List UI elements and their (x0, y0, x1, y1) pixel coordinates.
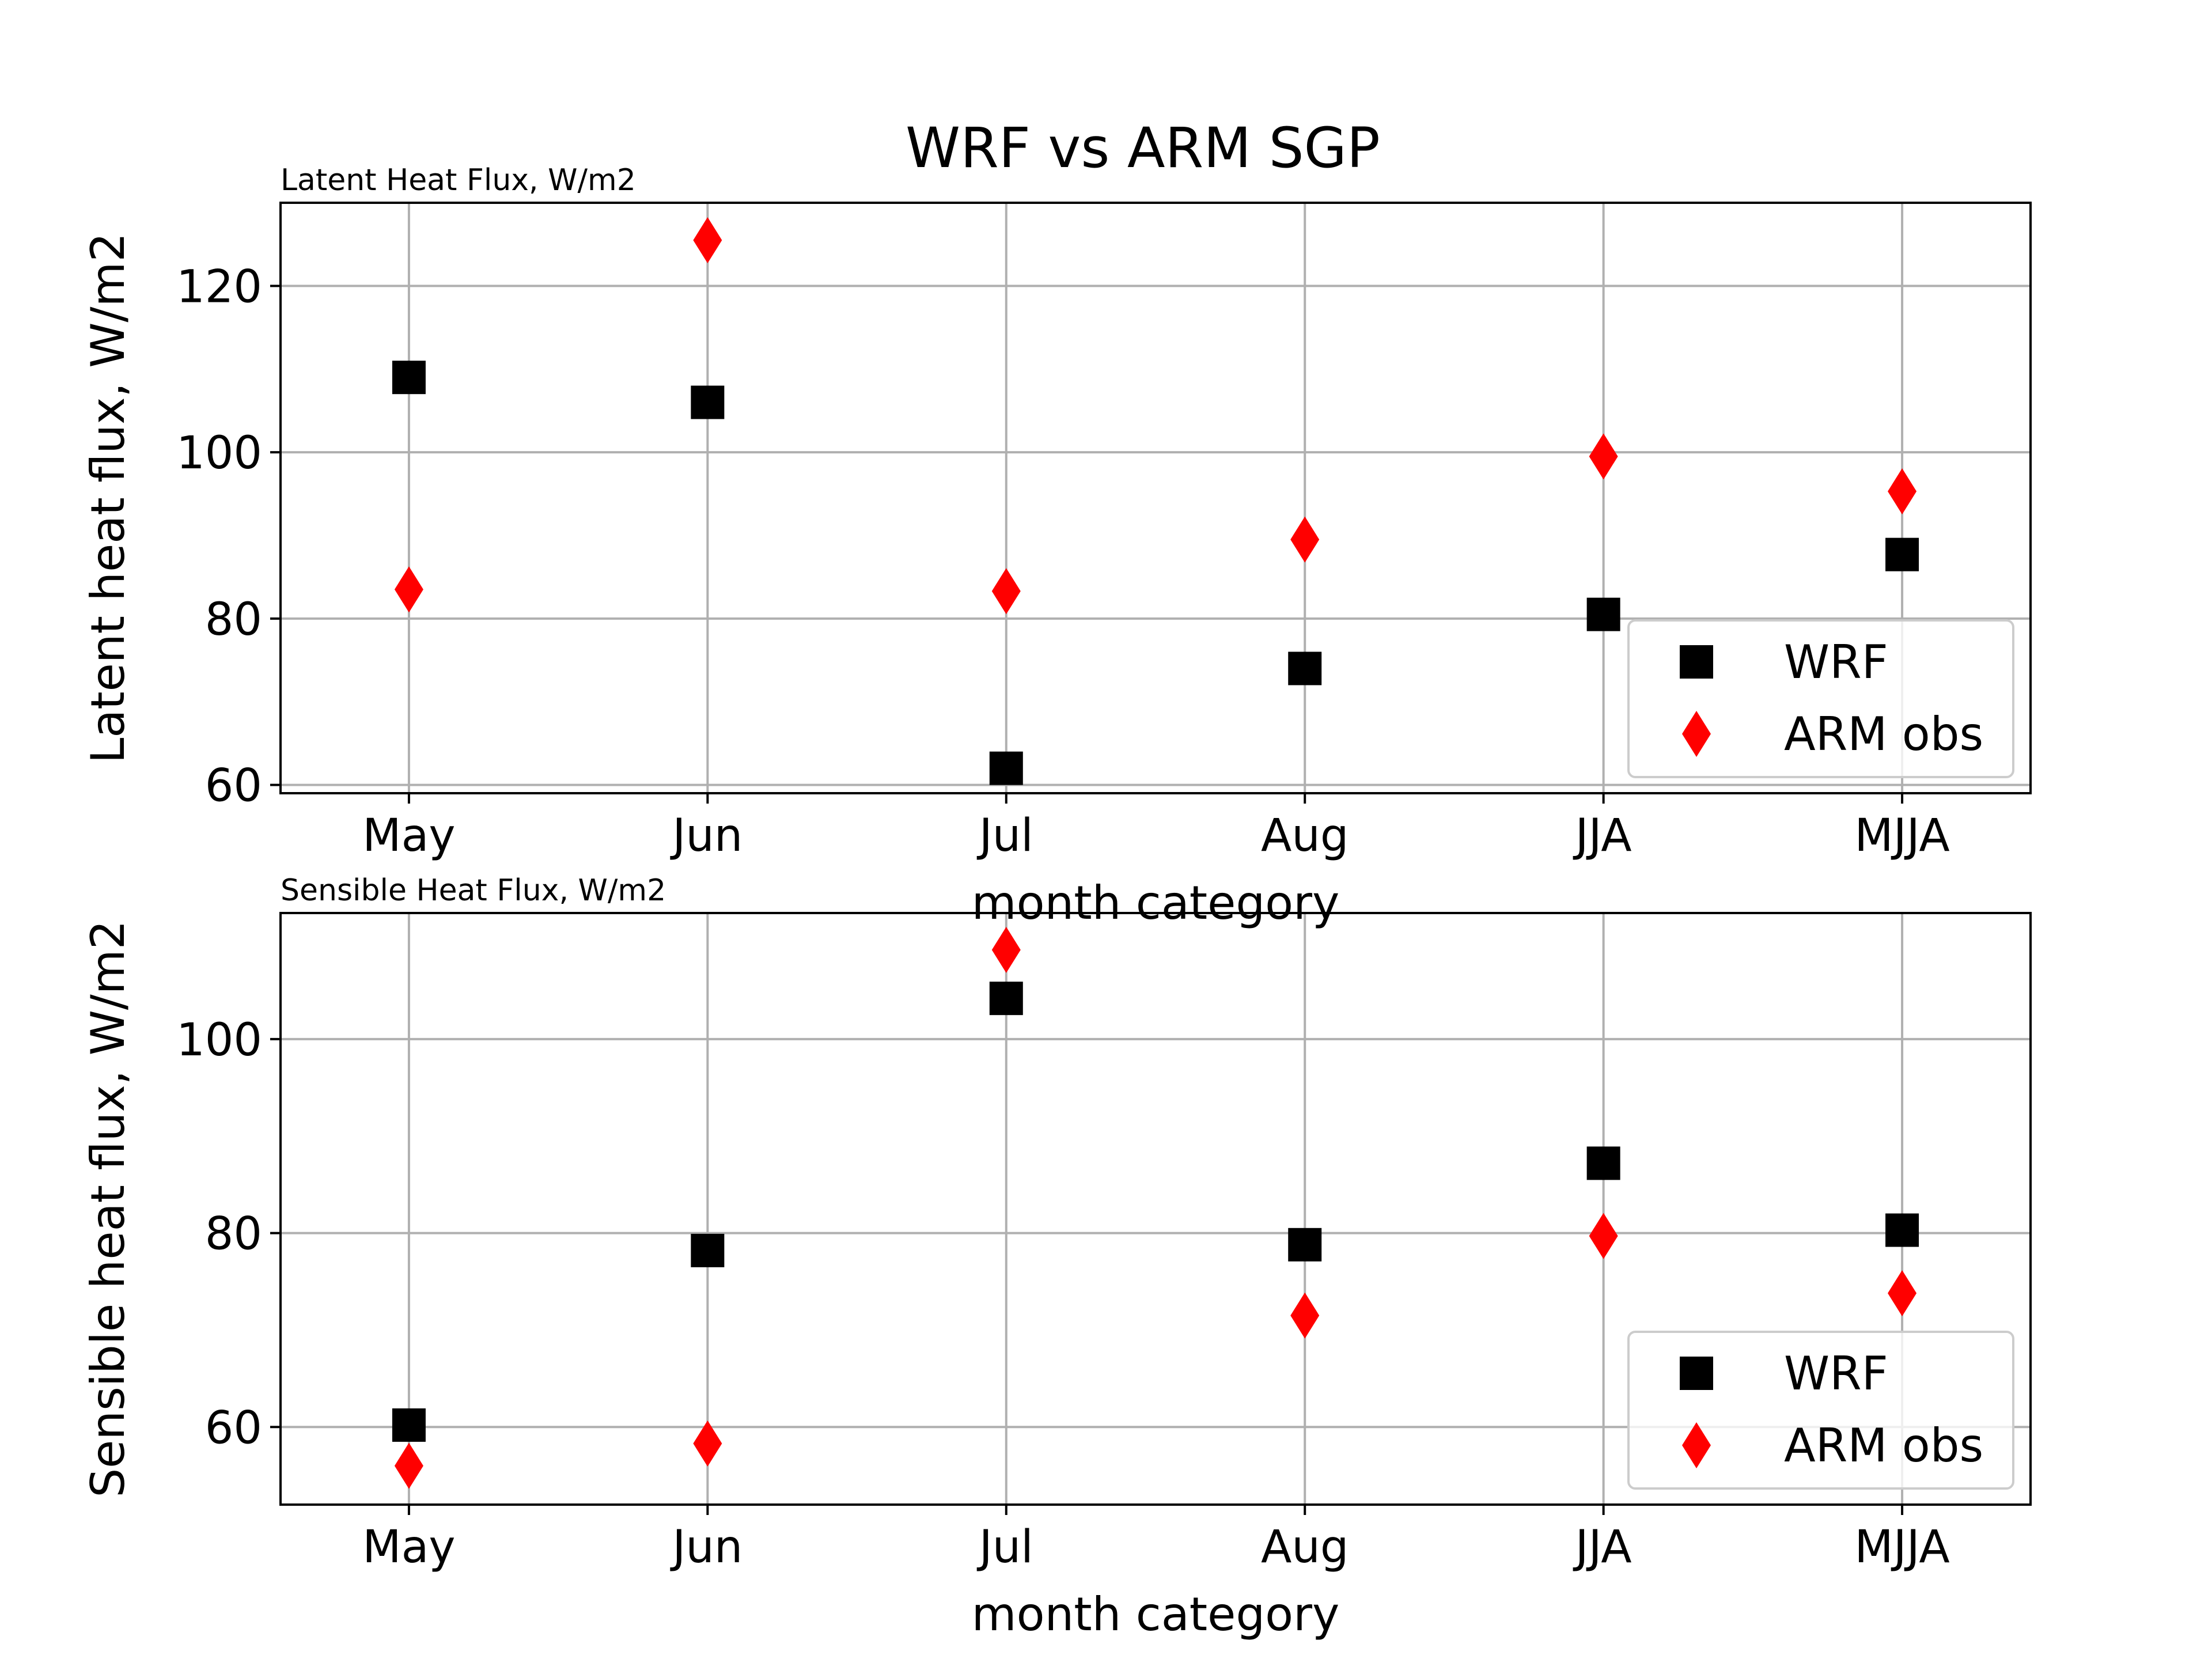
latent-y-tick-label-100: 100 (176, 427, 262, 479)
sensible-arm-obs-point-aug (1290, 1292, 1320, 1339)
sensible-y-tick-label-80: 80 (205, 1209, 262, 1260)
latent-x-tick-label-may: May (362, 810, 455, 862)
sensible-legend-label-wrf: WRF (1784, 1347, 1888, 1400)
latent-y-tick-label-80: 80 (205, 594, 262, 646)
latent-y-tick-label-120: 120 (176, 261, 262, 313)
latent-x-axis-label: month category (972, 876, 1340, 930)
sensible-y-tick-label-60: 60 (205, 1402, 262, 1454)
latent-wrf-point-may (392, 361, 426, 395)
latent-legend-marker-wrf (1680, 645, 1713, 679)
latent-wrf-point-jul (989, 751, 1023, 785)
sensible-y-axis-label: Sensible heat flux, W/m2 (81, 920, 135, 1497)
sensible-axes-frame (279, 912, 2032, 1506)
sensible-wrf-point-may (392, 1408, 426, 1442)
latent-legend-label-arm-obs: ARM obs (1784, 707, 1983, 761)
sensible-legend-box (1627, 1331, 2014, 1490)
latent-wrf-point-aug (1288, 652, 1322, 685)
latent-legend-marker-arm-obs (1682, 711, 1711, 757)
latent-legend-box (1627, 619, 2014, 778)
latent-y-tick-label-60: 60 (205, 760, 262, 812)
sensible-x-tick-label-may: May (362, 1521, 455, 1573)
latent-x-tick-label-jja: JJA (1573, 810, 1632, 862)
sensible-arm-obs-point-may (394, 1442, 423, 1489)
sensible-x-tick-label-jja: JJA (1573, 1521, 1632, 1573)
sensible-y-tick-label-100: 100 (176, 1014, 262, 1066)
latent-wrf-point-mjja (1885, 537, 1919, 571)
latent-heat-panel: Latent Heat Flux, W/m2 May Jun Jul Aug JJA MJJ… (81, 163, 2032, 930)
latent-axes-frame (279, 202, 2032, 794)
sensible-heat-panel: Sensible Heat Flux, W/m2 May Jun Jul Aug JJA M… (81, 873, 2032, 1641)
sensible-x-tick-label-jul: Jul (976, 1521, 1033, 1573)
latent-subplot-title: Latent Heat Flux, W/m2 (281, 163, 636, 198)
latent-arm-obs-point-mjja (1888, 468, 1917, 514)
figure-title: WRF vs ARM SGP (906, 116, 1380, 180)
latent-legend-label-wrf: WRF (1784, 635, 1888, 689)
sensible-wrf-point-aug (1288, 1228, 1322, 1262)
sensible-wrf-point-jja (1586, 1146, 1620, 1180)
sensible-x-tick-label-jun: Jun (669, 1521, 743, 1573)
latent-arm-obs-point-jul (991, 568, 1021, 615)
latent-x-tick-label-mjja: MJJA (1854, 810, 1949, 862)
sensible-wrf-point-jun (691, 1233, 725, 1267)
sensible-legend-marker-wrf (1680, 1357, 1713, 1390)
sensible-legend-label-arm-obs: ARM obs (1784, 1419, 1983, 1472)
sensible-wrf-point-mjja (1885, 1213, 1919, 1247)
sensible-subplot-title: Sensible Heat Flux, W/m2 (281, 873, 666, 908)
latent-arm-obs-point-jja (1589, 433, 1618, 480)
latent-arm-obs-point-aug (1290, 516, 1320, 563)
sensible-x-axis-label: month category (972, 1588, 1340, 1641)
sensible-legend-marker-arm-obs (1682, 1422, 1711, 1468)
latent-x-tick-label-jul: Jul (976, 810, 1033, 862)
latent-arm-obs-point-jun (693, 217, 722, 263)
sensible-arm-obs-point-mjja (1888, 1270, 1917, 1316)
sensible-arm-obs-point-jun (693, 1420, 722, 1467)
sensible-x-tick-label-aug: Aug (1261, 1521, 1349, 1573)
sensible-arm-obs-point-jja (1589, 1213, 1618, 1259)
latent-wrf-point-jja (1586, 597, 1620, 631)
latent-y-axis-label: Latent heat flux, W/m2 (81, 233, 135, 764)
sensible-x-tick-label-mjja: MJJA (1854, 1521, 1949, 1573)
latent-x-tick-label-jun: Jun (669, 810, 743, 862)
sensible-arm-obs-point-jul (991, 926, 1021, 973)
latent-arm-obs-point-may (394, 566, 423, 613)
latent-wrf-point-jun (691, 385, 725, 419)
sensible-wrf-point-jul (989, 982, 1023, 1016)
latent-x-tick-label-aug: Aug (1261, 810, 1349, 862)
